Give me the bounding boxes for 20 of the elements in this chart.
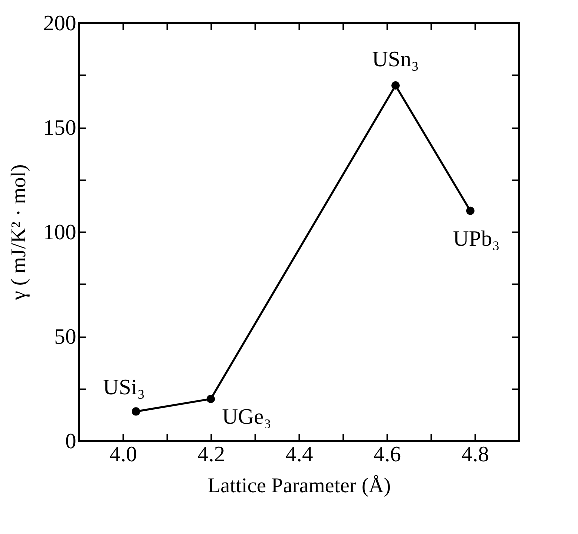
x-axis-title: Lattice Parameter (Å): [208, 474, 392, 498]
x-tick-label: 4.6: [374, 442, 402, 466]
point: [132, 408, 140, 416]
point: [392, 82, 400, 90]
y-tick-label: 0: [66, 428, 76, 454]
y-tick-label: 100: [44, 220, 76, 244]
x-tick-label: 4.8: [462, 442, 490, 466]
y-tick-label: 200: [44, 10, 76, 36]
annotation: UGe₃: [222, 404, 272, 430]
annotation: USi₃: [103, 374, 146, 400]
x-tick-label: 4.0: [110, 442, 138, 466]
point: [466, 206, 475, 216]
annotation: UPb₃: [453, 226, 500, 252]
y-tick-label: 50: [54, 324, 76, 349]
y-tick-label: 150: [44, 115, 76, 140]
x-tick-label: 4.4: [286, 442, 314, 466]
point: [206, 395, 216, 404]
x-tick-label: 4.2: [198, 442, 226, 466]
annotation: USn₃: [372, 46, 420, 72]
y-axis-title: γ ( mJ/K² · mol): [6, 164, 30, 302]
